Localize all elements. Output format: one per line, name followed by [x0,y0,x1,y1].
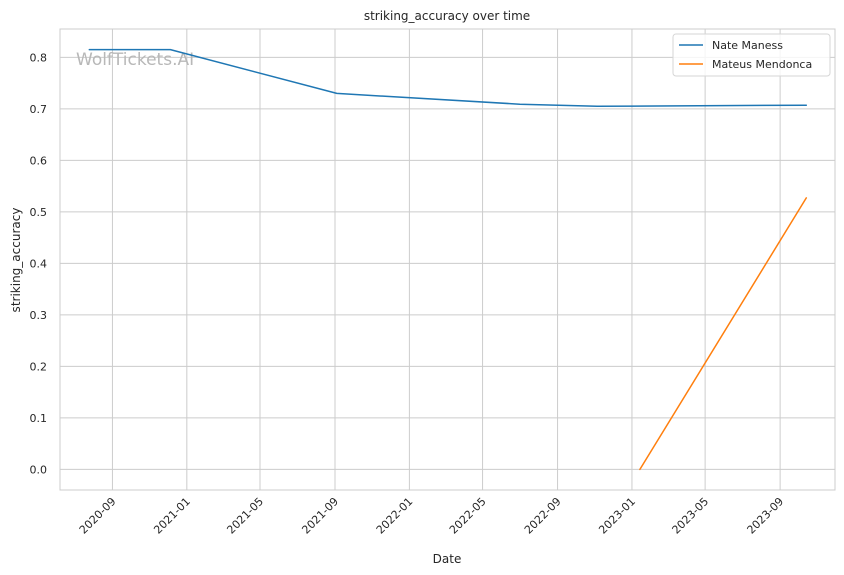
y-tick-label: 0.6 [30,154,48,167]
x-tick-labels: 2020-09 2021-01 2021-05 2021-09 2022-01 2022-… [77,495,786,537]
x-axis-label: Date [433,552,462,566]
y-tick-label: 0.1 [30,412,48,425]
y-axis-label: striking_accuracy [9,208,23,313]
y-tick-label: 0.3 [30,309,48,322]
series-layer [88,48,808,471]
y-tick-label: 0.7 [30,103,48,116]
y-tick-label: 0.0 [30,463,48,476]
legend-label: Nate Maness [712,39,783,52]
x-tick-label: 2022-05 [447,495,489,537]
y-tick-label: 0.5 [30,206,48,219]
x-tick-label: 2023-01 [596,495,638,537]
y-tick-label: 0.2 [30,360,48,373]
plot-frame [59,28,836,491]
chart-title: striking_accuracy over time [364,9,530,23]
series-line-0 [88,48,808,108]
x-tick-label: 2022-09 [522,495,564,537]
y-tick-label: 0.8 [30,51,48,64]
x-tick-label: 2022-01 [374,495,416,537]
x-tick-label: 2020-09 [77,495,119,537]
x-tick-label: 2021-01 [151,495,193,537]
y-tick-label: 0.4 [30,257,48,270]
x-tick-label: 2023-05 [670,495,712,537]
x-tick-label: 2023-09 [745,495,787,537]
legend-box [672,33,831,77]
legend-label: Mateus Mendonca [712,58,812,71]
x-tick-label: 2021-05 [224,495,266,537]
x-tick-label: 2021-09 [299,495,341,537]
legend: Nate Maness Mateus Mendonca [672,33,831,77]
y-gridlines [60,56,835,470]
watermark: WolfTickets.AI [76,50,194,70]
y-tick-labels: 0.0 0.1 0.2 0.3 0.4 0.5 0.6 0.7 0.8 [30,51,48,476]
plot-area [60,29,835,490]
series-line-1 [639,197,808,471]
